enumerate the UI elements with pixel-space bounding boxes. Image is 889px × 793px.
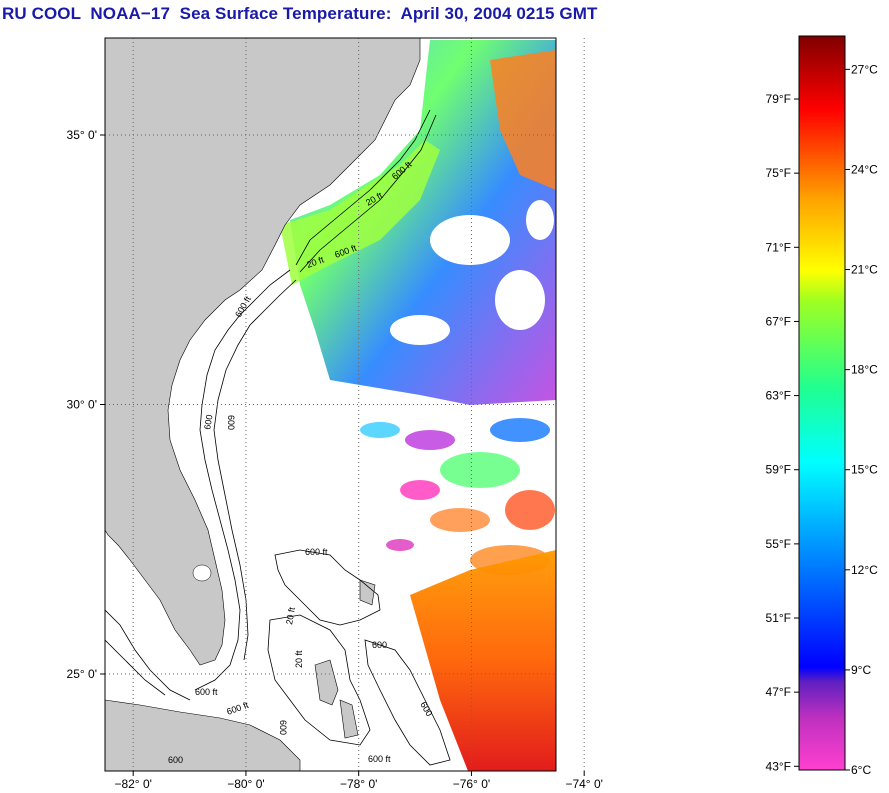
contour-label: 20 ft: [294, 650, 304, 668]
sst-swath-north: [290, 40, 556, 405]
lon-label: −80° 0': [227, 777, 264, 791]
fahrenheit-label: 59°F: [766, 463, 791, 477]
lake-okeechobee: [192, 564, 212, 582]
sst-cloud-gaps: [390, 200, 554, 345]
lon-label: −76° 0': [453, 777, 490, 791]
longitude-labels: −82° 0' −80° 0' −78° 0' −76° 0' −74° 0': [114, 777, 602, 791]
bathymetry-contours: [105, 109, 451, 766]
celsius-scale: 27°C 24°C 21°C 18°C 15°C 12°C 9°C 6°C: [845, 62, 878, 777]
lat-label: 25° 0': [67, 667, 97, 681]
sst-swath-south: [410, 550, 556, 771]
sst-scattered-patches: [360, 418, 555, 575]
fahrenheit-label: 75°F: [766, 166, 791, 180]
latitude-labels: 35° 0' 30° 0' 25° 0': [67, 128, 97, 681]
celsius-label: 21°C: [851, 263, 878, 277]
celsius-label: 9°C: [851, 663, 871, 677]
lat-label: 35° 0': [67, 128, 97, 142]
fahrenheit-label: 71°F: [766, 240, 791, 254]
map-content: 20 ft 600 ft 20 ft 600 ft 600 600 ft 600…: [105, 38, 556, 771]
sst-warm-offshore-ne: [490, 50, 556, 190]
bahamas-islands: [314, 579, 376, 739]
contour-label: 600 ft: [195, 687, 218, 697]
lon-label: −74° 0': [565, 777, 602, 791]
celsius-label: 12°C: [851, 563, 878, 577]
contour-label: 600: [278, 720, 288, 735]
lat-label: 30° 0': [67, 398, 97, 412]
contour-label: 600: [168, 755, 183, 765]
fahrenheit-label: 51°F: [766, 611, 791, 625]
contour-label: 600: [372, 640, 387, 650]
lon-label: −78° 0': [340, 777, 377, 791]
fahrenheit-label: 47°F: [766, 685, 791, 699]
celsius-label: 18°C: [851, 363, 878, 377]
celsius-label: 6°C: [851, 763, 871, 777]
graticule: [100, 38, 585, 776]
map-title: RU COOL NOAA−17 Sea Surface Temperature:…: [2, 4, 598, 23]
fahrenheit-label: 43°F: [766, 759, 791, 773]
land-mass-south: [105, 699, 301, 771]
map-border: [104, 37, 557, 772]
contour-label: 20 ft: [284, 606, 297, 625]
fahrenheit-label: 55°F: [766, 537, 791, 551]
lon-label: −82° 0': [114, 777, 151, 791]
contour-label: 600: [226, 415, 236, 430]
fahrenheit-label: 67°F: [766, 314, 791, 328]
celsius-label: 15°C: [851, 463, 878, 477]
celsius-label: 27°C: [851, 62, 878, 76]
colorbar: [798, 35, 846, 771]
celsius-label: 24°C: [851, 162, 878, 176]
fahrenheit-label: 79°F: [766, 92, 791, 106]
contour-label: 600 ft: [368, 754, 391, 764]
fahrenheit-scale: 79°F 75°F 71°F 67°F 63°F 59°F 55°F 51°F 47°F 43°F: [766, 92, 799, 773]
land-mass: [105, 38, 421, 666]
contour-label: 600 ft: [305, 547, 328, 557]
fahrenheit-label: 63°F: [766, 389, 791, 403]
contour-label: 600: [202, 414, 214, 431]
